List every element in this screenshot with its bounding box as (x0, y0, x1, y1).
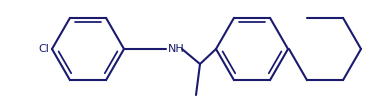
Text: Cl: Cl (38, 44, 49, 54)
Text: NH: NH (168, 44, 185, 54)
